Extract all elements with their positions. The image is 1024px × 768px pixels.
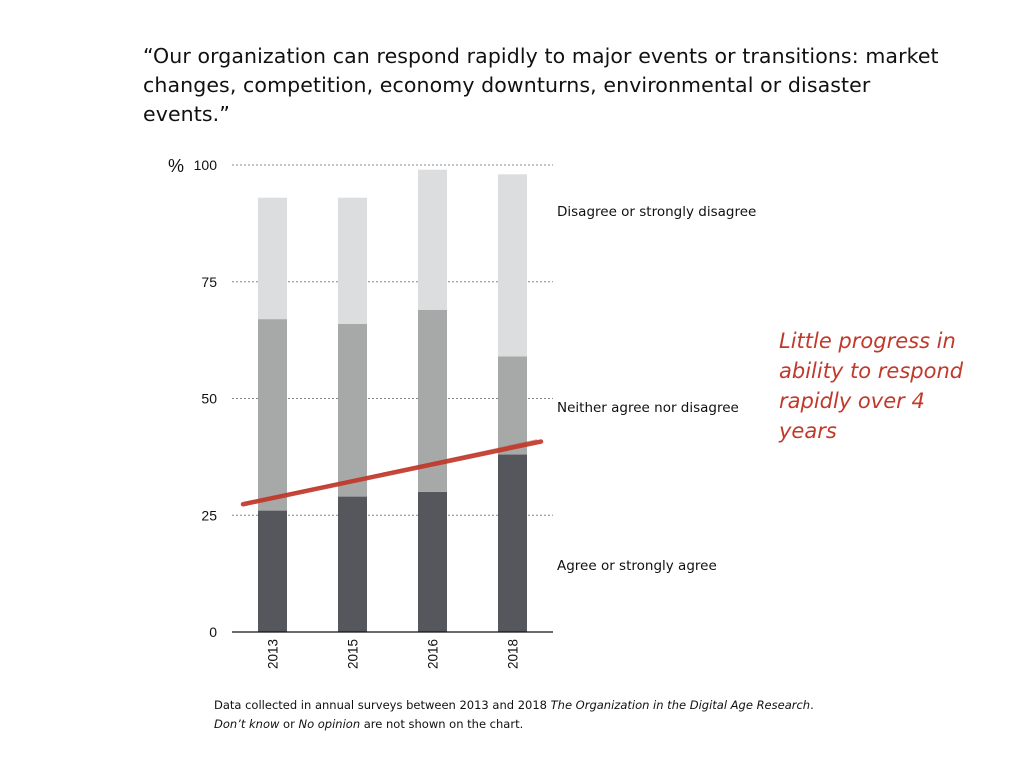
bar-2018-disagree bbox=[498, 174, 527, 357]
trend-line bbox=[240, 439, 544, 507]
x-tick-label-2016: 2016 bbox=[426, 639, 441, 669]
footnote-text-1: Data collected in annual surveys between… bbox=[214, 698, 551, 712]
bar-2018-agree bbox=[498, 454, 527, 632]
bar-2016-agree bbox=[418, 491, 447, 632]
footnote-text-4: are not shown on the chart. bbox=[360, 717, 524, 731]
trend-line-stroke-texture bbox=[246, 439, 538, 504]
y-tick-label-50: 50 bbox=[201, 391, 217, 407]
chart-title-quote: “Our organization can respond rapidly to… bbox=[143, 44, 939, 126]
footnote-text-3: or bbox=[279, 717, 299, 731]
y-tick-label-25: 25 bbox=[201, 507, 217, 523]
footnote: Data collected in annual surveys between… bbox=[214, 696, 814, 734]
footnote-text-2: . bbox=[810, 698, 814, 712]
bar-2013-disagree bbox=[258, 197, 287, 320]
axes: 0 25 50 75 100% 2013 2015 2016 2018 bbox=[168, 156, 553, 669]
trend-line-layer bbox=[240, 439, 544, 507]
y-tick-label-0: 0 bbox=[209, 624, 217, 640]
footnote-dont-know: Don’t know bbox=[214, 717, 280, 731]
bar-2018-neither bbox=[498, 356, 527, 455]
legend-label-agree: Agree or strongly agree bbox=[557, 558, 717, 574]
bars bbox=[258, 169, 527, 632]
x-tick-label-2018: 2018 bbox=[506, 639, 521, 669]
bar-2015-neither bbox=[338, 323, 367, 497]
footnote-no-opinion: No opinion bbox=[298, 717, 361, 731]
footnote-source: The Organization in the Digital Age Rese… bbox=[550, 698, 811, 712]
legend-label-disagree: Disagree or strongly disagree bbox=[557, 204, 757, 220]
bar-2015-agree bbox=[338, 496, 367, 632]
y-axis-unit-label: % bbox=[168, 156, 184, 176]
bar-2015-disagree bbox=[338, 197, 367, 324]
legend-label-neither: Neither agree nor disagree bbox=[557, 400, 739, 416]
bar-2013-neither bbox=[258, 319, 287, 511]
bar-2013-agree bbox=[258, 510, 287, 632]
bar-2016-disagree bbox=[418, 169, 447, 310]
y-tick-label-100: 100 bbox=[194, 157, 218, 173]
x-tick-label-2013: 2013 bbox=[266, 639, 281, 669]
y-tick-label-75: 75 bbox=[201, 274, 217, 290]
x-tick-label-2015: 2015 bbox=[346, 639, 361, 669]
annotation-little-progress: Little progress in ability to respond ra… bbox=[779, 329, 964, 443]
